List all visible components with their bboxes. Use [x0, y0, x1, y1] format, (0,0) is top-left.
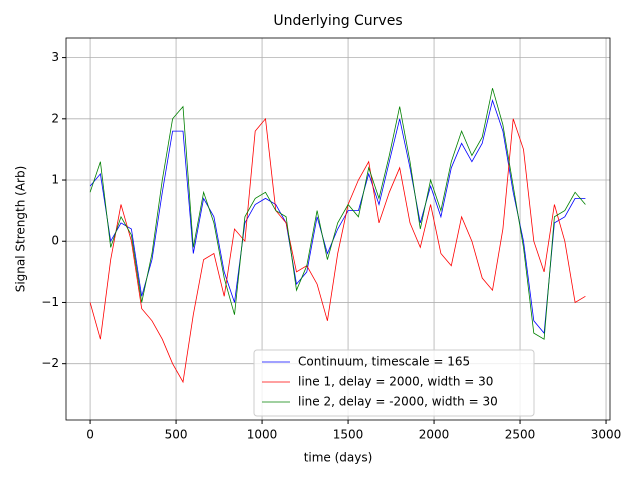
chart-title: Underlying Curves [273, 13, 402, 29]
y-tick-label: 2 [51, 111, 59, 125]
x-tick-label: 2500 [505, 428, 536, 442]
y-tick-label: −2 [41, 356, 59, 370]
legend-label: line 1, delay = 2000, width = 30 [298, 375, 493, 389]
legend-label: Continuum, timescale = 165 [298, 355, 470, 369]
series-line [89, 117, 586, 384]
y-tick-label: 1 [51, 173, 59, 187]
x-tick-label: 0 [86, 428, 94, 442]
legend-box [253, 349, 535, 417]
y-tick-label: 0 [51, 234, 59, 248]
y-axis-label: Signal Strength (Arb) [14, 166, 28, 293]
x-tick-label: 500 [165, 428, 188, 442]
series-line [89, 98, 586, 335]
x-tick-label: 1500 [333, 428, 364, 442]
x-tick-label: 2000 [419, 428, 450, 442]
legend-label: line 2, delay = -2000, width = 30 [298, 395, 498, 409]
legend: Continuum, timescale = 165 line 1, delay … [253, 349, 535, 417]
x-tick-label: 1000 [247, 428, 278, 442]
x-tick-label: 3000 [591, 428, 622, 442]
series-line [89, 88, 586, 340]
x-axis-label: time (days) [304, 451, 373, 465]
y-tick-label: 3 [51, 50, 59, 64]
plot-frame [65, 37, 611, 421]
y-tick-label: −1 [41, 295, 59, 309]
